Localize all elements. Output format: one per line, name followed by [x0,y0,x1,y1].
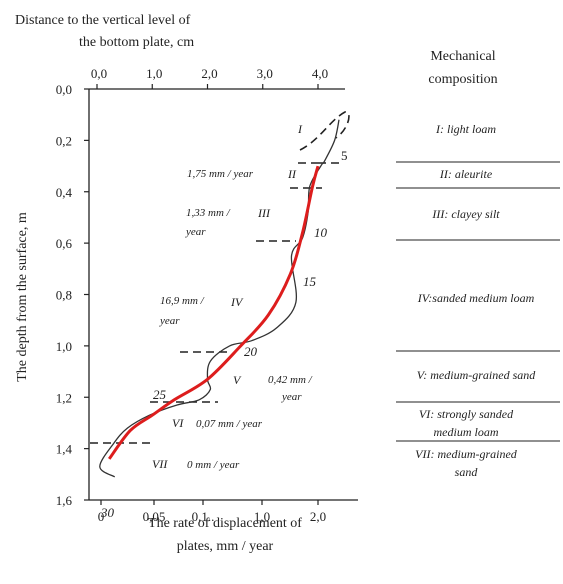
rate-label-vii: 0 mm / year [187,459,240,471]
bottom-axis-label-line2: plates, mm / year [177,539,274,554]
zone-label-i: I [297,122,303,136]
rate-label-v-line1: 0,42 mm / [268,374,313,386]
data-label-10: 10 [314,225,328,240]
left-axis-label: The depth from the surface, m [15,212,30,382]
rate-label-vi: 0,07 mm / year [196,418,263,430]
left-tick-label: 0,0 [56,82,72,97]
top-tick-label: 4,0 [312,66,328,81]
data-label-30: 30 [100,505,115,520]
top-tick-label: 0,0 [91,66,107,81]
series-model-line [107,165,320,460]
layer-vii-label-line1: VII: medium-grained [415,447,518,461]
top-tick-label: 3,0 [257,66,273,81]
composition-title-line2: composition [428,72,497,87]
rate-label-ii: 1,75 mm / year [187,168,254,180]
layer-ii-label: II: aleurite [439,167,493,181]
zone-label-iv: IV [230,295,244,309]
zone-label-v: V [233,373,242,387]
layer-vi-label-line1: VI: strongly sanded [419,407,514,421]
top-tick-label: 1,0 [146,66,162,81]
zone-i-dashed-curve [299,111,350,151]
bottom-tick-label: 2,0 [310,509,326,524]
bottom-axis-label-line1: The rate of displacement of [148,516,302,531]
layer-vii-label-line2: sand [455,465,479,479]
bottom-tick-label: 0,1.. [192,509,215,524]
layer-vi-label-line2: medium loam [434,425,499,439]
bottom-tick-label: 0,05 [143,509,166,524]
top-axis-label-line2: the bottom plate, cm [79,35,194,50]
zone-label-vi: VI [172,416,184,430]
left-tick-label: 0,6 [56,236,73,251]
layer-iii-label: III: clayey silt [431,207,500,221]
left-tick-label: 0,4 [56,185,73,200]
left-tick-label: 0,2 [56,133,72,148]
rate-label-v-line2: year [281,391,302,403]
left-tick-label: 1,6 [56,493,73,508]
composition-panel: Mechanical composition I: light loam II:… [396,49,560,479]
left-tick-label: 0,8 [56,288,72,303]
data-label-20: 20 [244,344,258,359]
zone-label-iii: III [257,206,271,220]
left-tick-label: 1,0 [56,339,72,354]
layer-iv-label: IV:sanded medium loam [417,291,535,305]
layer-v-label: V: medium-grained sand [417,368,537,382]
zone-label-vii: VII [152,457,168,471]
data-label-15: 15 [303,274,317,289]
top-axis-ticks: 0,0 1,0 2,0 3,0 4,0 [91,66,328,89]
rate-label-iii-line1: 1,33 mm / [186,207,231,219]
top-axis-label-line1: Distance to the vertical level of [15,13,191,28]
rate-label-iii-line2: year [185,226,206,238]
data-label-5: 5 [341,148,348,163]
bottom-axis-ticks: 0 0,05 0,1.. 1,0 2,0 [98,500,326,524]
rate-label-iv-line2: year [159,315,180,327]
left-axis-ticks: 0,0 0,2 0,4 0,6 0,8 1,0 1,2 1,4 1,6 [56,82,89,508]
bottom-tick-label: 0 [98,509,105,524]
data-label-25: 25 [153,387,167,402]
rate-label-iv-line1: 16,9 mm / [160,295,205,307]
top-tick-label: 2,0 [201,66,217,81]
left-tick-label: 1,4 [56,442,73,457]
zone-label-ii: II [287,167,297,181]
bottom-tick-label: 1,0 [254,509,270,524]
layer-i-label: I: light loam [435,122,496,136]
zone-boundaries [90,111,350,444]
composition-title-line1: Mechanical [430,49,495,64]
left-tick-label: 1,2 [56,390,72,405]
